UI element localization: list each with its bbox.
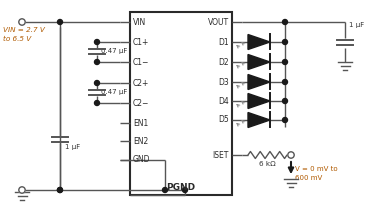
Text: to 6.5 V: to 6.5 V: [3, 36, 31, 42]
Circle shape: [282, 20, 288, 24]
Text: 1 μF: 1 μF: [349, 22, 364, 28]
Text: EN1: EN1: [133, 119, 148, 128]
Text: C2−: C2−: [133, 99, 149, 108]
Text: D2: D2: [218, 57, 229, 66]
Bar: [130, 12, 232, 195]
Circle shape: [57, 187, 63, 192]
Text: C2+: C2+: [133, 79, 149, 88]
Text: 1 μF: 1 μF: [65, 144, 80, 150]
Text: VIN = 2.7 V: VIN = 2.7 V: [3, 27, 45, 33]
Text: D3: D3: [218, 77, 229, 86]
Circle shape: [57, 20, 63, 24]
Circle shape: [288, 152, 294, 158]
Text: PGND: PGND: [166, 183, 196, 192]
Text: ISET: ISET: [213, 150, 229, 160]
Text: D1: D1: [218, 37, 229, 46]
Circle shape: [282, 40, 288, 44]
Circle shape: [282, 79, 288, 84]
Text: GND: GND: [133, 156, 150, 165]
Polygon shape: [248, 94, 270, 108]
Circle shape: [94, 59, 99, 64]
Text: 0.47 μF: 0.47 μF: [101, 89, 128, 95]
Circle shape: [19, 19, 25, 25]
Circle shape: [57, 187, 62, 192]
Text: C1+: C1+: [133, 37, 149, 46]
Polygon shape: [248, 55, 270, 70]
Text: C1−: C1−: [133, 57, 149, 66]
Circle shape: [94, 40, 99, 44]
Text: VIN: VIN: [133, 18, 146, 26]
Text: EN2: EN2: [133, 136, 148, 145]
Circle shape: [282, 59, 288, 64]
Text: D5: D5: [218, 116, 229, 125]
Circle shape: [94, 81, 99, 86]
Circle shape: [162, 187, 168, 192]
Circle shape: [19, 187, 25, 193]
Polygon shape: [248, 75, 270, 90]
Text: 600 mV: 600 mV: [295, 175, 322, 181]
Polygon shape: [248, 35, 270, 50]
Polygon shape: [248, 112, 270, 128]
Text: 0.47 μF: 0.47 μF: [101, 48, 128, 54]
Circle shape: [282, 99, 288, 103]
Text: 6 kΩ: 6 kΩ: [259, 161, 276, 167]
Circle shape: [94, 101, 99, 106]
Circle shape: [183, 187, 188, 192]
Circle shape: [282, 117, 288, 123]
Text: D4: D4: [218, 97, 229, 106]
Text: V = 0 mV to: V = 0 mV to: [295, 166, 338, 172]
Text: VOUT: VOUT: [208, 18, 229, 26]
